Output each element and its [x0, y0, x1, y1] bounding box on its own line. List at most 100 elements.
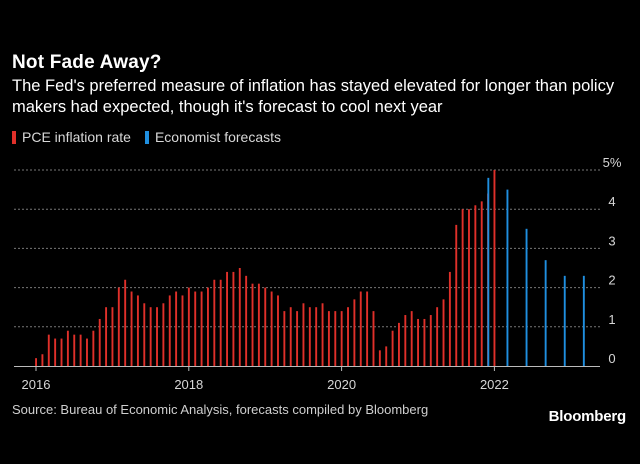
pce-bar	[124, 279, 127, 366]
bloomberg-logo: Bloomberg	[548, 408, 627, 425]
pce-bar	[105, 307, 108, 366]
forecast-bar	[582, 275, 585, 366]
pce-bar	[213, 279, 216, 366]
pce-bar	[366, 291, 369, 366]
pce-bar	[264, 287, 267, 366]
pce-bar	[417, 318, 419, 366]
pce-bar	[175, 291, 178, 366]
pce-bar	[461, 209, 464, 366]
pce-bar	[347, 307, 349, 366]
source-note: Source: Bureau of Economic Analysis, for…	[12, 402, 429, 417]
legend-swatch-pce	[12, 130, 16, 144]
forecast-bar	[525, 228, 528, 366]
pce-bar	[200, 291, 203, 366]
pce-bar	[111, 307, 114, 366]
chart-subtitle: The Fed's preferred measure of inflation…	[12, 77, 615, 116]
pce-bar	[340, 311, 343, 366]
pce-bar	[423, 318, 426, 366]
pce-bar	[359, 291, 362, 366]
pce-bar	[283, 311, 286, 366]
pce-bar	[308, 307, 311, 366]
pce-bar	[245, 275, 248, 366]
pce-bar	[296, 311, 299, 366]
pce-bar	[327, 311, 330, 366]
pce-bar	[277, 295, 279, 366]
pce-bar	[79, 334, 82, 366]
y-tick-label: 3	[608, 233, 615, 248]
legend-label-forecast: Economist forecasts	[154, 129, 282, 145]
pce-bar	[41, 354, 44, 366]
pce-bar	[289, 307, 292, 366]
y-tick-label: 1	[608, 312, 615, 327]
pce-bar	[92, 330, 95, 366]
pce-bar	[385, 346, 388, 366]
legend: PCE inflation rate Economist forecasts	[12, 129, 281, 145]
pce-bar	[480, 201, 483, 366]
pce-bar	[404, 315, 407, 366]
pce-bar	[156, 307, 158, 366]
pce-bar	[238, 268, 241, 366]
pce-bar	[251, 283, 254, 366]
pce-bar	[181, 295, 184, 366]
pce-bar	[207, 287, 209, 366]
pce-bar	[302, 303, 305, 366]
pce-bar	[47, 334, 50, 366]
pce-bar	[468, 209, 470, 366]
pce-bar	[73, 334, 76, 366]
pce-bar	[219, 279, 222, 366]
pce-bar	[353, 299, 356, 366]
pce-bar	[378, 350, 381, 366]
pce-bar	[149, 307, 152, 366]
pce-bar	[448, 271, 451, 366]
pce-bar	[143, 303, 146, 366]
pce-bar	[162, 303, 165, 366]
pce-bar	[270, 291, 273, 366]
pce-bar	[321, 303, 324, 366]
forecast-bar	[506, 189, 509, 366]
y-tick-label: 4	[608, 194, 615, 209]
pce-bar	[130, 291, 133, 366]
chart-title: Not Fade Away?	[12, 52, 162, 73]
pce-bar	[117, 287, 120, 366]
forecast-bar	[487, 177, 490, 366]
pce-bar	[442, 299, 445, 366]
y-tick-label: 0	[608, 351, 615, 366]
pce-bar	[194, 291, 197, 366]
pce-bar	[232, 271, 235, 366]
pce-bar	[398, 322, 400, 366]
pce-bar	[315, 307, 318, 366]
pce-bar	[493, 170, 496, 366]
pce-bar	[60, 338, 63, 366]
legend-item-forecast: Economist forecasts	[144, 129, 282, 145]
pce-bar	[66, 330, 69, 366]
forecast-bar	[563, 275, 566, 366]
pce-bar	[168, 295, 171, 366]
pce-bar	[86, 338, 88, 366]
pce-bar	[334, 311, 337, 366]
pce-bar	[226, 271, 228, 366]
pce-bar	[187, 287, 190, 366]
pce-bar	[436, 307, 439, 366]
pce-bar	[35, 358, 37, 366]
y-tick-label: 2	[608, 273, 615, 288]
x-tick-label: 2022	[480, 377, 509, 392]
x-tick-label: 2020	[327, 377, 356, 392]
pce-bar	[391, 330, 394, 366]
pce-bar	[474, 205, 477, 366]
pce-bar	[429, 315, 432, 366]
y-tick-label: 5%	[603, 155, 622, 170]
pce-bar	[410, 311, 413, 366]
pce-bar	[98, 318, 101, 366]
pce-bar	[372, 311, 375, 366]
pce-bar	[54, 338, 57, 366]
forecast-bar	[544, 260, 547, 366]
x-tick-label: 2016	[22, 377, 51, 392]
legend-label-pce: PCE inflation rate	[22, 129, 131, 145]
pce-bar	[455, 224, 458, 366]
legend-swatch-forecast	[144, 130, 149, 144]
pce-bar	[136, 295, 139, 366]
legend-item-pce: PCE inflation rate	[12, 129, 131, 145]
pce-bar	[257, 283, 260, 366]
x-tick-label: 2018	[174, 377, 203, 392]
